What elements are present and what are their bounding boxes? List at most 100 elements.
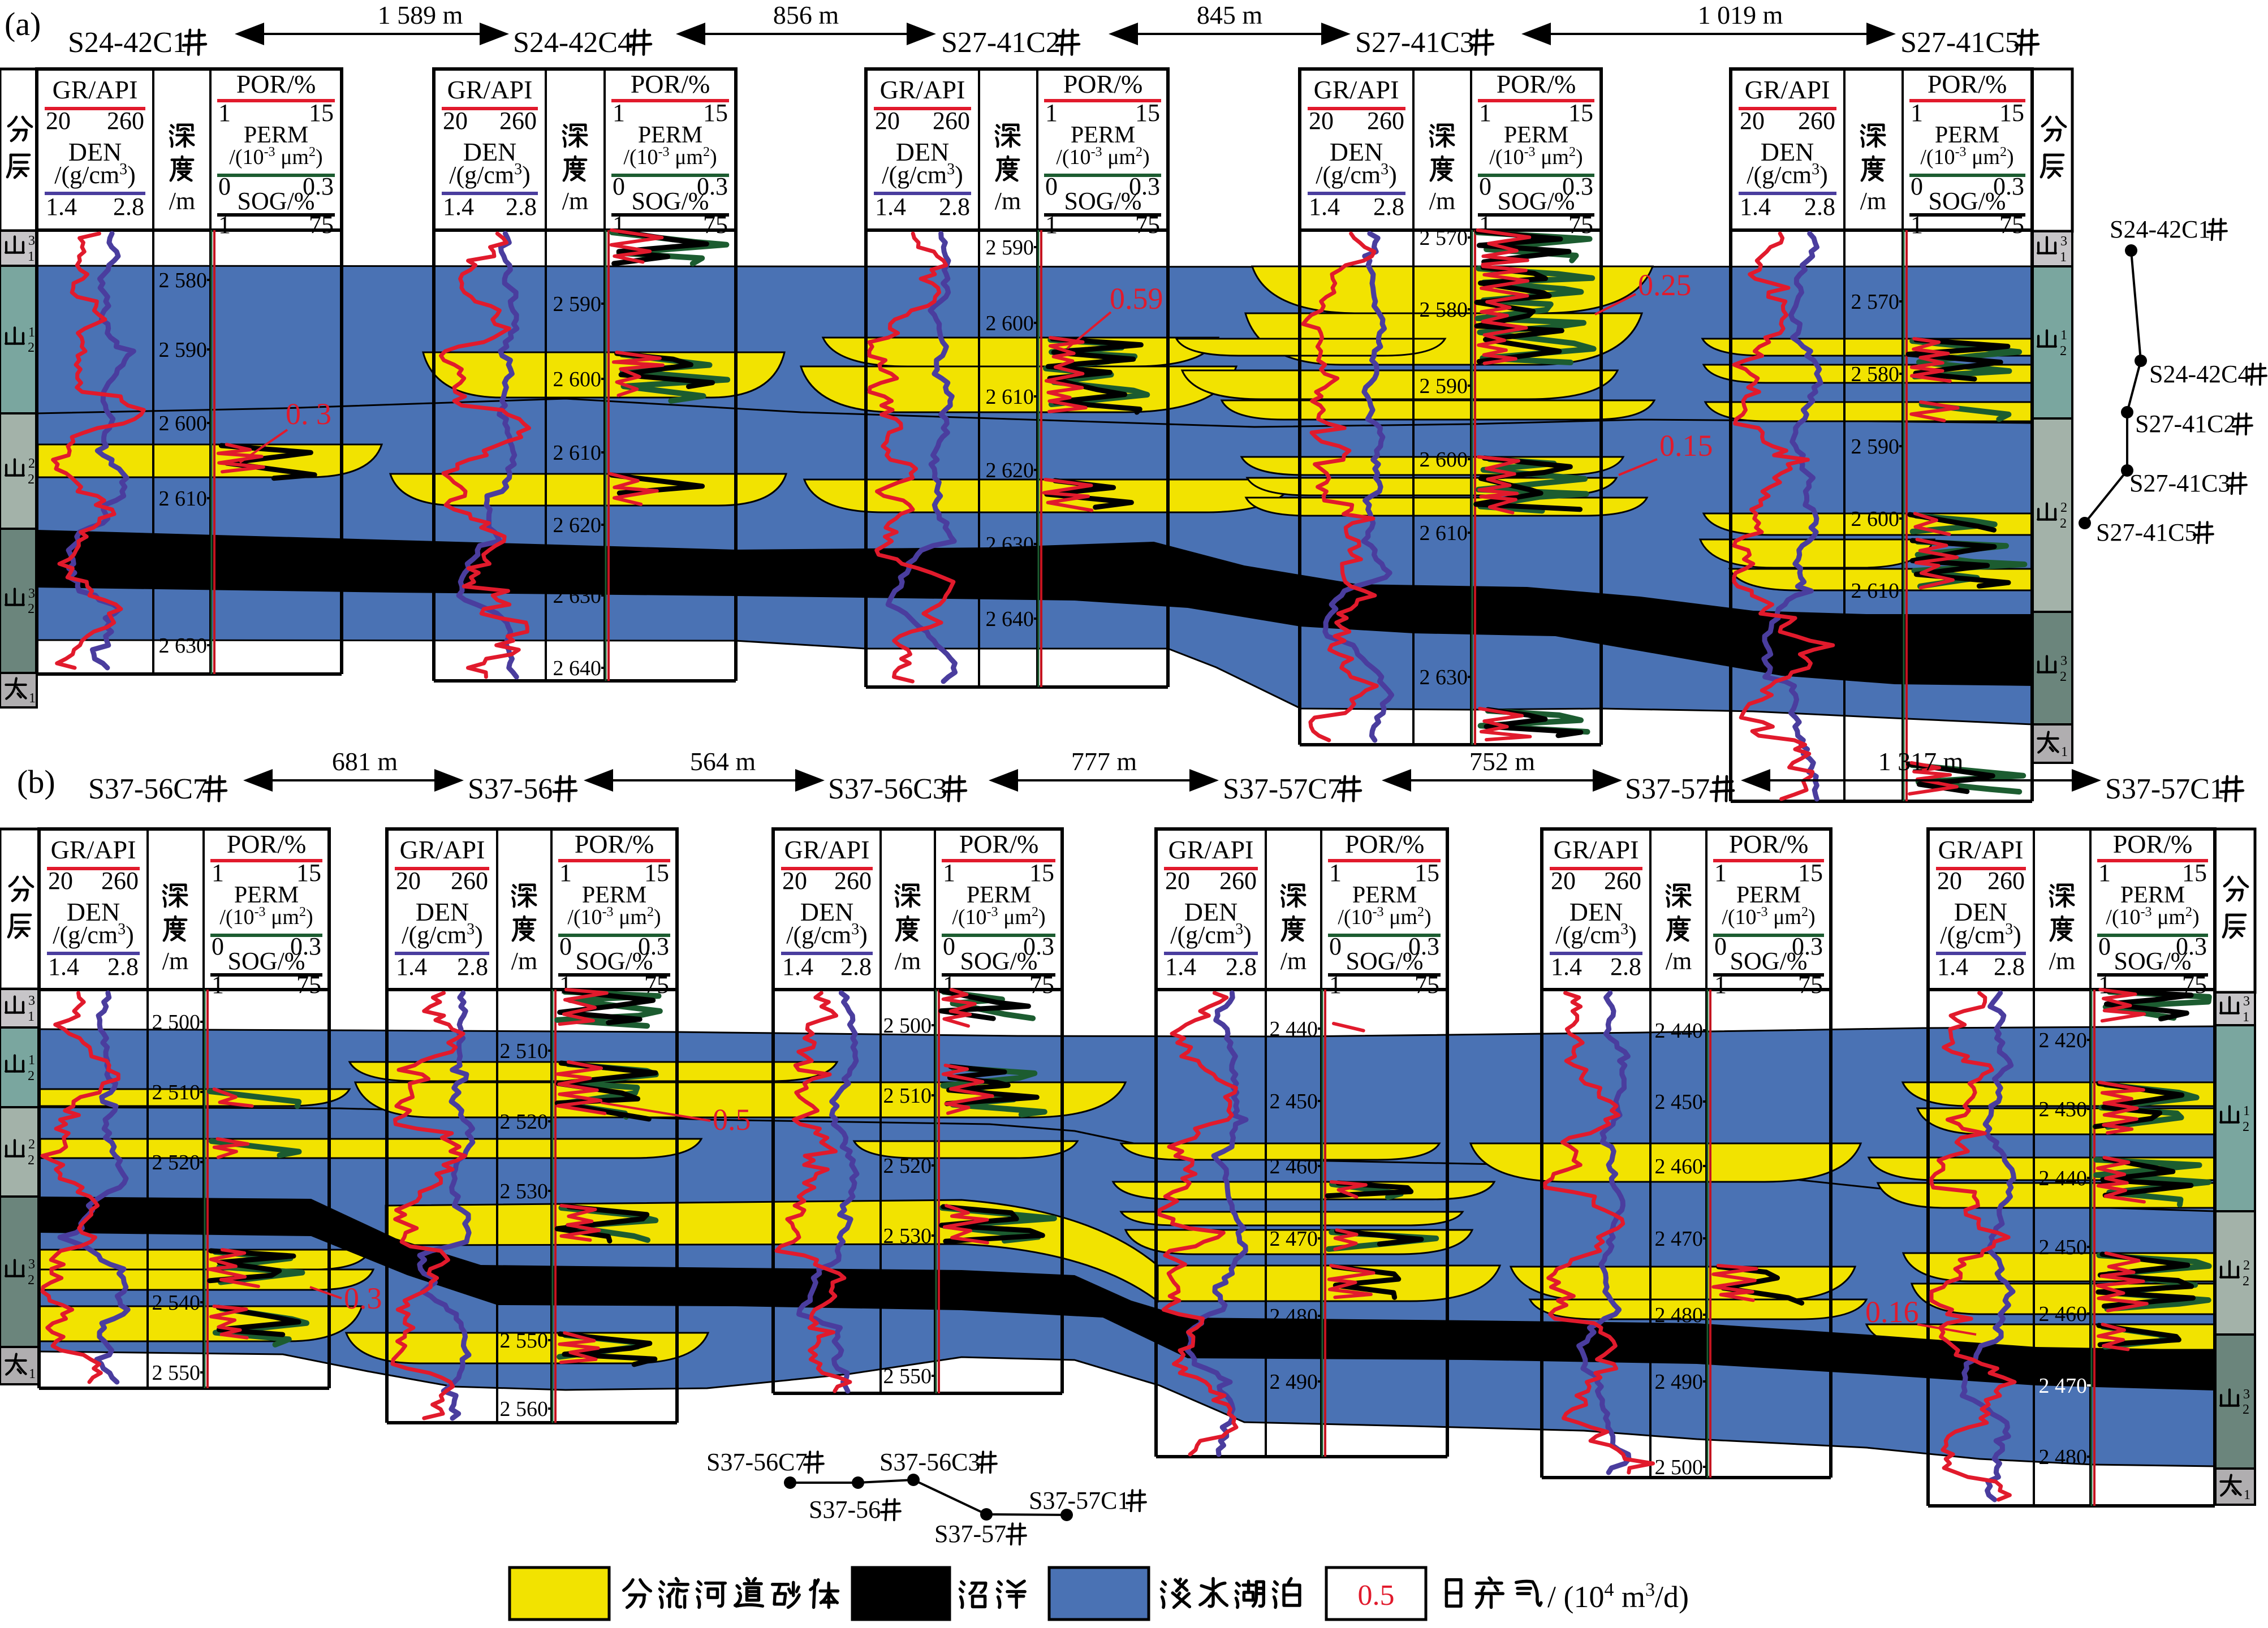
svg-text:3: 3 xyxy=(2243,994,2250,1009)
svg-text:GR/API: GR/API xyxy=(880,75,965,104)
svg-text:3: 3 xyxy=(28,993,35,1008)
svg-text:20: 20 xyxy=(1551,867,1576,895)
svg-text:PERM: PERM xyxy=(582,882,646,908)
svg-text:260: 260 xyxy=(499,107,537,135)
svg-text:/(10-3 μm2): /(10-3 μm2) xyxy=(567,905,661,929)
svg-text:1: 1 xyxy=(2243,1009,2249,1025)
svg-text:/m: /m xyxy=(511,947,537,975)
svg-text:SOG/%: SOG/% xyxy=(238,187,315,215)
svg-text:2 520: 2 520 xyxy=(500,1110,549,1134)
svg-text:GR/API: GR/API xyxy=(1938,835,2024,864)
svg-text:S27-41C5: S27-41C5 xyxy=(2096,519,2197,546)
svg-text:2 470: 2 470 xyxy=(1270,1227,1318,1251)
svg-text:1: 1 xyxy=(212,859,224,887)
svg-text:0.3: 0.3 xyxy=(1792,932,1823,960)
svg-text:0: 0 xyxy=(1329,932,1342,960)
svg-text:1.4: 1.4 xyxy=(875,193,906,221)
svg-text:GR/API: GR/API xyxy=(1745,75,1830,104)
svg-text:1: 1 xyxy=(1329,971,1342,999)
svg-text:20: 20 xyxy=(48,867,73,895)
svg-text:/m: /m xyxy=(1860,187,1886,215)
svg-text:PERM: PERM xyxy=(2120,882,2185,908)
svg-text:1.4: 1.4 xyxy=(443,193,474,221)
svg-text:75: 75 xyxy=(703,211,728,239)
svg-text:20: 20 xyxy=(1740,107,1765,135)
svg-text:1: 1 xyxy=(29,1366,36,1381)
svg-text:15: 15 xyxy=(1568,99,1593,127)
svg-text:1.4: 1.4 xyxy=(782,953,813,981)
svg-text:2 450: 2 450 xyxy=(2039,1236,2088,1259)
svg-text:(b): (b) xyxy=(17,763,55,800)
svg-text:75: 75 xyxy=(309,211,334,239)
svg-text:POR/%: POR/% xyxy=(236,70,316,98)
svg-text:SOG/%: SOG/% xyxy=(228,947,305,975)
svg-text:260: 260 xyxy=(1219,867,1257,895)
svg-text:S37-56: S37-56 xyxy=(809,1496,881,1523)
svg-text:260: 260 xyxy=(1987,867,2025,895)
svg-text:2 620: 2 620 xyxy=(1851,660,1900,684)
svg-text:GR/API: GR/API xyxy=(1314,75,1399,104)
svg-text:2 480: 2 480 xyxy=(2039,1445,2088,1469)
svg-text:2 570: 2 570 xyxy=(1851,290,1900,314)
svg-text:PERM: PERM xyxy=(1935,122,1999,148)
svg-text:SOG/%: SOG/% xyxy=(960,947,1038,975)
svg-text:2: 2 xyxy=(2243,1402,2249,1417)
svg-text:2: 2 xyxy=(28,601,35,616)
svg-text:75: 75 xyxy=(1135,211,1160,239)
svg-text:75: 75 xyxy=(296,971,321,999)
svg-text:GR/API: GR/API xyxy=(400,835,485,864)
svg-text:POR/%: POR/% xyxy=(959,830,1039,858)
svg-text:SOG/%: SOG/% xyxy=(1498,187,1575,215)
svg-text:3: 3 xyxy=(2060,653,2067,668)
svg-text:GR/API: GR/API xyxy=(447,75,533,104)
svg-text:0.15: 0.15 xyxy=(1659,429,1713,463)
svg-text:2 600: 2 600 xyxy=(159,412,208,435)
svg-text:1: 1 xyxy=(29,690,36,706)
svg-text:2.8: 2.8 xyxy=(113,193,144,221)
svg-text:260: 260 xyxy=(1604,867,1641,895)
svg-text:2 460: 2 460 xyxy=(1655,1155,1704,1178)
svg-text:2 440: 2 440 xyxy=(1655,1019,1704,1043)
svg-text:15: 15 xyxy=(1798,859,1823,887)
svg-text:20: 20 xyxy=(782,867,807,895)
svg-text:POR/%: POR/% xyxy=(227,830,307,858)
svg-text:POR/%: POR/% xyxy=(575,830,654,858)
svg-text:S37-57C1: S37-57C1 xyxy=(1029,1487,1129,1514)
svg-text:1.4: 1.4 xyxy=(48,953,79,981)
svg-text:1: 1 xyxy=(1045,99,1058,127)
svg-text:/(10-3 μm2): /(10-3 μm2) xyxy=(1338,905,1431,929)
svg-text:/ (104 m3/d): / (104 m3/d) xyxy=(1547,1579,1689,1614)
svg-text:/m: /m xyxy=(2049,947,2075,975)
svg-text:POR/%: POR/% xyxy=(1497,70,1576,98)
svg-text:20: 20 xyxy=(396,867,421,895)
svg-text:0: 0 xyxy=(943,932,955,960)
svg-text:2 440: 2 440 xyxy=(2039,1167,2088,1190)
svg-text:PERM: PERM xyxy=(1736,882,1801,908)
svg-text:3: 3 xyxy=(28,1256,35,1272)
svg-text:1: 1 xyxy=(2061,744,2068,759)
svg-text:PERM: PERM xyxy=(234,882,299,908)
svg-text:SOG/%: SOG/% xyxy=(576,947,653,975)
svg-text:DEN: DEN xyxy=(1954,897,2008,926)
svg-text:260: 260 xyxy=(1367,107,1404,135)
svg-text:777 m: 777 m xyxy=(1071,747,1137,776)
svg-text:1: 1 xyxy=(1329,859,1342,887)
svg-text:15: 15 xyxy=(644,859,669,887)
svg-text:2 500: 2 500 xyxy=(152,1011,201,1034)
svg-text:2.8: 2.8 xyxy=(1804,193,1835,221)
svg-text:75: 75 xyxy=(1415,971,1439,999)
svg-text:1 589 m: 1 589 m xyxy=(378,1,463,29)
svg-text:2: 2 xyxy=(2060,669,2067,684)
svg-text:2 530: 2 530 xyxy=(883,1224,932,1248)
svg-text:2 500: 2 500 xyxy=(1655,1456,1704,1479)
svg-text:/m: /m xyxy=(1429,187,1455,215)
svg-text:1 019 m: 1 019 m xyxy=(1698,1,1783,29)
svg-text:/(10-3 μm2): /(10-3 μm2) xyxy=(2106,905,2199,929)
svg-text:1: 1 xyxy=(212,971,224,999)
svg-text:2: 2 xyxy=(28,1137,35,1152)
svg-text:2 540: 2 540 xyxy=(152,1291,201,1315)
svg-text:15: 15 xyxy=(1135,99,1160,127)
svg-text:2: 2 xyxy=(2060,343,2067,359)
svg-text:2 590: 2 590 xyxy=(159,338,208,362)
svg-text:2 470: 2 470 xyxy=(1655,1227,1704,1251)
